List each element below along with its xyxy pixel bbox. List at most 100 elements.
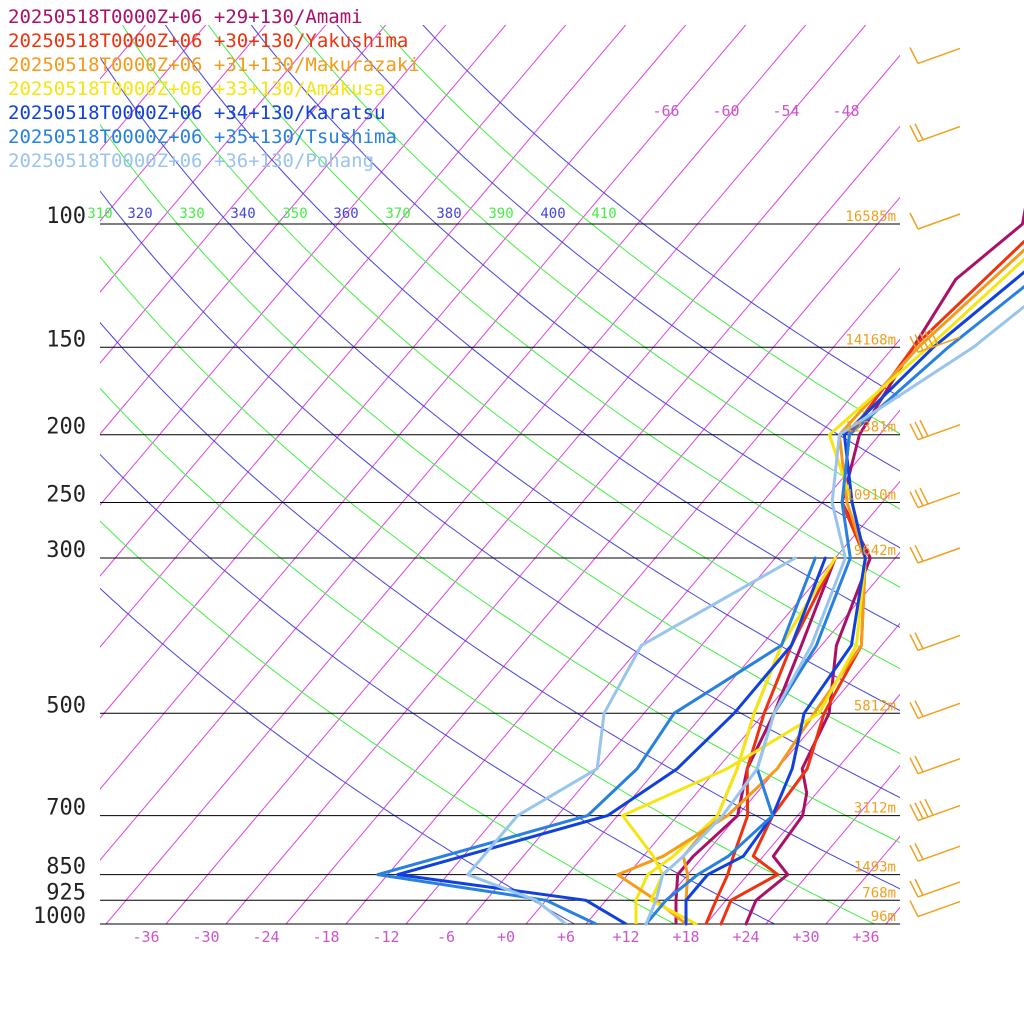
theta-label: 410	[591, 206, 616, 222]
legend-entry: 20250518T0000Z+06 +31+130/Makurazaki	[8, 54, 420, 76]
wind-barb-feather	[909, 212, 919, 230]
dry-adiabat-line	[100, 387, 875, 924]
wind-barb-feather	[909, 880, 919, 898]
wind-barb-feather	[914, 700, 924, 717]
wind-barb	[909, 212, 961, 230]
wind-barb-feather	[909, 423, 919, 441]
wind-barb-staff	[917, 634, 961, 652]
theta-label: 350	[282, 206, 307, 222]
isotherm-line	[100, 25, 327, 293]
isotherm-line	[585, 551, 900, 924]
temperature-tick-label: +36	[852, 928, 879, 946]
wind-barb-staff	[917, 125, 961, 143]
wind-barb-feather	[914, 632, 924, 649]
height-label: 768m	[862, 885, 896, 901]
temperature-tick-label: +12	[612, 928, 639, 946]
dry-adiabat-line	[207, 25, 900, 588]
dry-adiabat-line	[250, 25, 900, 549]
height-label: 3112m	[854, 801, 896, 817]
isotherm-line	[100, 25, 507, 506]
isotherm-label: -66	[652, 102, 679, 120]
wind-barb-feather	[914, 878, 924, 896]
wind-barb	[909, 900, 961, 918]
wind-barb-staff	[917, 47, 961, 65]
isotherm-line	[285, 196, 900, 924]
dry-adiabat-line	[100, 453, 775, 924]
temperature-tick-label: -24	[252, 928, 279, 946]
wind-barb-staff	[917, 757, 961, 775]
wind-barb	[909, 700, 961, 719]
dewpoint-line	[466, 556, 797, 924]
temperature-tick-label: +18	[672, 928, 699, 946]
isotherm-line	[105, 25, 867, 924]
pressure-levels	[100, 223, 900, 925]
wind-barb-feather	[909, 634, 919, 651]
wind-barb-staff	[917, 424, 961, 441]
wind-barbs	[909, 47, 961, 918]
wind-barb-feather	[914, 334, 924, 351]
isotherm-line	[165, 54, 900, 924]
wind-barb-feather	[914, 802, 924, 820]
wind-barb	[909, 878, 961, 898]
wind-barb-feather	[909, 546, 919, 564]
wind-barb-staff	[917, 213, 961, 230]
wind-barb-feather	[919, 332, 929, 349]
wind-barb-feather	[914, 755, 924, 773]
dewpoint-line	[704, 556, 837, 924]
dewpoint-line	[396, 556, 827, 924]
dry-adiabat-line	[100, 56, 900, 712]
wind-barb	[909, 843, 961, 862]
isotherm-line	[100, 25, 447, 435]
pressure-tick-label: 1000	[33, 904, 86, 929]
pressure-tick-label: 200	[46, 415, 86, 440]
theta-label: 360	[333, 206, 358, 222]
wind-barb-feather	[909, 125, 919, 142]
isotherm-line	[405, 338, 900, 924]
dry-adiabat-line	[336, 25, 900, 472]
dry-adiabat-line	[100, 123, 900, 755]
temperature-profiles	[616, 207, 1024, 926]
wind-barb-staff	[917, 702, 961, 719]
height-label: 12381m	[845, 420, 896, 436]
temperature-tick-label: +6	[557, 928, 575, 946]
theta-label: 390	[488, 206, 513, 222]
height-label: 96m	[871, 909, 896, 925]
isotherm-line	[946, 13, 1024, 924]
isotherm-label: -60	[712, 102, 739, 120]
isotherm-line	[765, 764, 900, 924]
dry-adiabat-line	[164, 25, 900, 628]
dry-adiabat-line	[121, 25, 900, 670]
pressure-tick-label: 150	[46, 327, 86, 352]
legend-entry: 20250518T0000Z+06 +35+130/Tsushima	[8, 126, 397, 148]
dry-adiabat-line	[100, 520, 675, 924]
dry-adiabat-line	[100, 587, 575, 924]
wind-barb-staff	[917, 491, 961, 509]
isotherm-line	[100, 25, 807, 861]
wind-barb-feather	[909, 757, 919, 775]
wind-barb-feather	[909, 900, 919, 917]
wind-barb-feather	[924, 798, 934, 816]
theta-label: 400	[540, 206, 565, 222]
legend: 20250518T0000Z+06 +29+130/Amami20250518T…	[8, 6, 420, 172]
isotherm-line	[100, 25, 687, 719]
height-label: 16585m	[845, 209, 896, 225]
wind-barb-feather	[909, 804, 919, 821]
pressure-tick-label: 850	[46, 855, 86, 880]
isotherm-line	[100, 25, 627, 648]
temperature-tick-label: -30	[192, 928, 219, 946]
isotherm-line	[345, 267, 900, 924]
pressure-tick-label: 100	[46, 204, 86, 229]
wind-barb-feather	[914, 489, 924, 507]
temperature-line	[644, 304, 1024, 926]
wind-barb-feather	[914, 123, 924, 141]
isotherm-line	[100, 25, 747, 790]
temperature-line	[621, 257, 1024, 926]
temperature-tick-label: +30	[792, 928, 819, 946]
theta-label: 310	[87, 206, 112, 222]
wind-barb	[909, 328, 961, 353]
wind-barb	[909, 47, 961, 65]
isotherm-line	[100, 25, 267, 222]
isotherm-line	[705, 693, 900, 924]
wind-barb-feather	[909, 491, 919, 508]
